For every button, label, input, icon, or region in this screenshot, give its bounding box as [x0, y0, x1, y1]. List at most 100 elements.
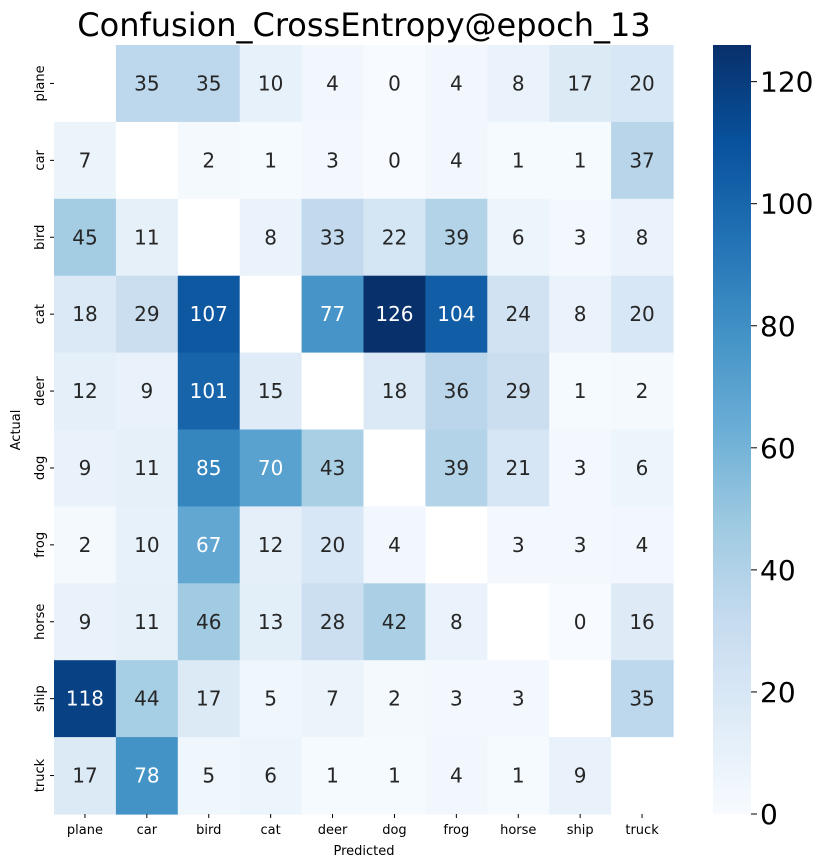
heatmap-cell — [425, 198, 488, 277]
cell-value-label: 1 — [388, 764, 401, 788]
y-tick-label: bird — [33, 225, 48, 250]
heatmap-cell — [549, 352, 612, 431]
cell-value-label: 85 — [196, 456, 221, 480]
cell-value-label: 0 — [388, 148, 401, 172]
colorbar-tick-label: 0 — [760, 798, 778, 831]
heatmap-cell — [549, 737, 612, 815]
heatmap-cell — [115, 737, 179, 815]
cell-value-label: 126 — [375, 302, 413, 326]
heatmap-cell — [239, 45, 303, 123]
cell-value-label: 4 — [450, 71, 463, 95]
heatmap-cell — [487, 429, 550, 507]
y-tick-label: deer — [33, 376, 48, 406]
heatmap-cell — [363, 275, 426, 354]
heatmap-cell — [425, 506, 488, 584]
cell-value-label: 15 — [258, 379, 283, 403]
heatmap-cell — [54, 352, 117, 431]
heatmap-cell — [239, 583, 303, 661]
cell-value-label: 35 — [629, 687, 654, 711]
heatmap-cell — [115, 198, 179, 277]
cell-value-label: 3 — [512, 687, 525, 711]
cell-value-label: 0 — [574, 610, 587, 634]
cell-value-label: 3 — [574, 533, 587, 557]
heatmap-cell — [115, 352, 179, 431]
y-tick-label: plane — [33, 65, 48, 101]
heatmap-cell — [301, 45, 365, 123]
cell-value-label: 8 — [636, 225, 649, 249]
cell-value-label: 17 — [72, 764, 97, 788]
heatmap-cell — [549, 506, 612, 584]
cell-value-label: 6 — [264, 764, 277, 788]
cell-value-label: 35 — [196, 71, 221, 95]
y-tick-label: cat — [33, 304, 48, 324]
y-tick-label: ship — [33, 685, 48, 712]
cell-value-label: 3 — [326, 148, 339, 172]
heatmap-cell — [425, 121, 488, 200]
cell-value-label: 4 — [326, 71, 339, 95]
cell-value-label: 3 — [450, 687, 463, 711]
cell-value-label: 11 — [134, 456, 159, 480]
cell-value-label: 17 — [567, 71, 592, 95]
heatmap-cell — [487, 660, 550, 738]
cell-value-label: 67 — [196, 533, 221, 557]
cell-value-label: 2 — [202, 148, 215, 172]
heatmap-cell — [425, 583, 488, 661]
cell-value-label: 11 — [134, 610, 159, 634]
colorbar-tick-label: 100 — [760, 188, 813, 221]
cell-value-label: 33 — [320, 225, 345, 249]
heatmap-cell — [115, 45, 179, 123]
heatmap-cell — [54, 121, 117, 200]
cell-value-label: 29 — [134, 302, 159, 326]
heatmap-cell — [177, 660, 241, 738]
x-tick-label: truck — [625, 823, 659, 838]
cell-value-label: 21 — [506, 456, 531, 480]
heatmap-cells — [54, 45, 674, 815]
cell-value-label: 13 — [258, 610, 283, 634]
cell-value-label: 43 — [320, 456, 345, 480]
cell-value-label: 18 — [382, 379, 407, 403]
cell-value-label: 6 — [636, 456, 649, 480]
cell-value-label: 9 — [140, 379, 153, 403]
cell-value-label: 9 — [574, 764, 587, 788]
cell-value-label: 16 — [629, 610, 654, 634]
heatmap-cell — [177, 506, 241, 584]
colorbar-ticks: 0 20 40 60 80 100 120 — [751, 66, 813, 831]
heatmap-cell — [425, 660, 488, 738]
heatmap-cell — [425, 352, 488, 431]
heatmap-cell — [363, 198, 426, 277]
heatmap-cell — [363, 583, 426, 661]
heatmap-cell — [611, 429, 674, 507]
x-axis-ticks: plane car bird cat deer dog frog horse ship truck — [67, 814, 659, 838]
heatmap-cell — [611, 660, 674, 738]
y-tick-label: horse — [33, 604, 48, 640]
heatmap-cell — [549, 429, 612, 507]
heatmap-cell — [301, 737, 365, 815]
cell-value-label: 2 — [79, 533, 92, 557]
heatmap-cell — [611, 506, 674, 584]
colorbar-tick-label: 20 — [760, 676, 796, 709]
heatmap-cell — [611, 198, 674, 277]
cell-value-label: 5 — [264, 687, 277, 711]
heatmap-cell — [425, 429, 488, 507]
heatmap-cell — [115, 660, 179, 738]
heatmap-cell — [425, 275, 488, 354]
heatmap-cell — [54, 660, 117, 738]
heatmap-cell — [363, 506, 426, 584]
cell-value-label: 70 — [258, 456, 283, 480]
cell-value-label: 37 — [629, 148, 654, 172]
heatmap-cell — [301, 352, 365, 431]
cell-value-label: 20 — [320, 533, 345, 557]
cell-value-label: 29 — [506, 379, 531, 403]
cell-value-label: 6 — [512, 225, 525, 249]
cell-value-label: 44 — [134, 687, 159, 711]
cell-value-label: 22 — [382, 225, 407, 249]
heatmap-cell — [363, 660, 426, 738]
x-tick-label: deer — [318, 823, 348, 838]
chart-title: Confusion_CrossEntropy@epoch_13 — [77, 6, 650, 44]
heatmap-cell — [611, 275, 674, 354]
cell-value-label: 8 — [264, 225, 277, 249]
cell-value-label: 20 — [629, 71, 654, 95]
cell-value-label: 39 — [444, 456, 469, 480]
cell-value-label: 4 — [636, 533, 649, 557]
